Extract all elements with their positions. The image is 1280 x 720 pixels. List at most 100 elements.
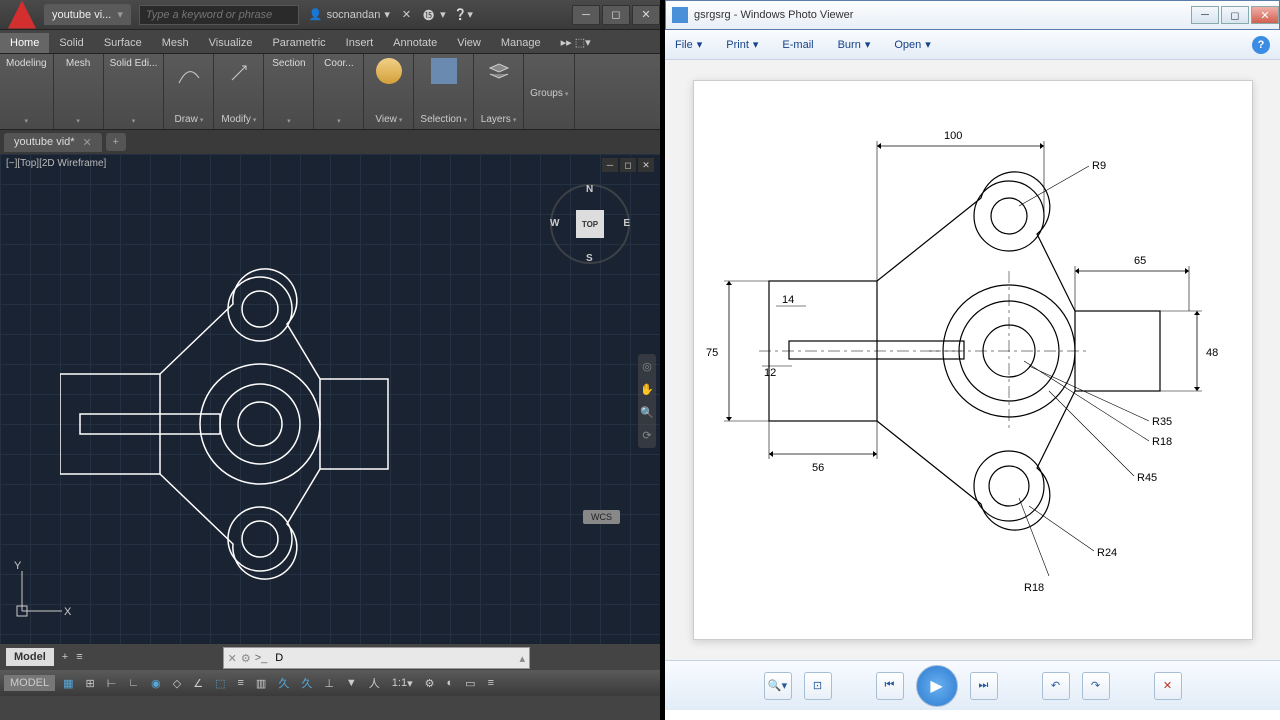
customize-icon[interactable]: ≡ [484,675,498,691]
tab-solid[interactable]: Solid [49,33,93,53]
layout-add-button[interactable]: + [62,651,68,663]
tab-insert[interactable]: Insert [336,33,384,53]
viewcube-n[interactable]: N [586,184,593,195]
chevron-down-icon[interactable]: ▾ [117,8,123,21]
panel-draw[interactable]: Draw [164,54,214,129]
nav-wheel-icon[interactable]: ◎ [642,360,652,373]
zoom-button[interactable]: 🔍▾ [764,672,792,700]
viewport[interactable]: [−][Top][2D Wireframe] ─ ◻ ✕ TOP N S E W… [0,154,660,644]
viewport-label[interactable]: [−][Top][2D Wireframe] [6,158,106,169]
svg-text:12: 12 [764,367,776,379]
panel-section[interactable]: Section [264,54,314,129]
close-icon[interactable]: ✕ [228,652,237,665]
zoom-icon[interactable]: 🔍 [640,406,654,419]
tab-mesh[interactable]: Mesh [152,33,199,53]
status-model[interactable]: MODEL [4,675,55,691]
customize-icon[interactable]: ⚙ [241,652,251,665]
help-icon[interactable]: ❔▾ [454,8,473,21]
add-tab-button[interactable]: + [106,133,126,151]
tab-view[interactable]: View [447,33,491,53]
pan-icon[interactable]: ✋ [640,383,654,396]
panel-solid-edit[interactable]: Solid Edi... [104,54,165,129]
a360-icon[interactable]: ⓯ [423,7,434,23]
tab-home[interactable]: Home [0,33,49,53]
menu-email[interactable]: E-mail [782,39,813,51]
chevron-up-icon[interactable]: ▴ [519,652,525,665]
previous-button[interactable]: ⏮ [876,672,904,700]
isodraft-icon[interactable]: ◉ [147,675,165,692]
filter-icon[interactable]: ▼ [342,675,361,691]
panel-selection[interactable]: Selection [414,54,474,129]
command-input[interactable] [271,652,515,664]
maximize-button[interactable]: ◻ [1221,6,1249,24]
osnap-icon[interactable]: ◇ [169,675,185,692]
file-tab[interactable]: youtube vid* ✕ [4,133,102,152]
menu-file[interactable]: File ▾ [675,38,702,51]
tab-parametric[interactable]: Parametric [262,33,335,53]
close-button[interactable]: ✕ [632,5,660,25]
tab-manage[interactable]: Manage [491,33,551,53]
panel-coordinates[interactable]: Coor... [314,54,364,129]
help-icon[interactable]: ? [1252,36,1270,54]
tab-overflow[interactable]: ▸▸ ⬚▾ [551,32,601,53]
close-button[interactable]: ✕ [1251,6,1279,24]
vp-close-button[interactable]: ✕ [638,158,654,172]
lineweight-icon[interactable]: ≡ [233,675,247,691]
dynamic-ucs-icon[interactable]: ⊥ [320,675,338,692]
viewcube-e[interactable]: E [623,218,630,229]
snap-toggle-icon[interactable]: ⊞ [82,675,99,692]
command-line[interactable]: ✕ ⚙ >_ ▴ [223,647,530,669]
rotate-cw-button[interactable]: ↷ [1082,672,1110,700]
gizmo-icon[interactable]: 人 [365,673,384,693]
search-input[interactable] [139,5,299,25]
rotate-ccw-button[interactable]: ↶ [1042,672,1070,700]
vp-minimize-button[interactable]: ─ [602,158,618,172]
annotation-scale[interactable]: 1:1▾ [388,675,417,692]
next-button[interactable]: ⏭ [970,672,998,700]
panel-mesh[interactable]: Mesh [54,54,104,129]
panel-view[interactable]: View [364,54,414,129]
viewcube-s[interactable]: S [586,253,593,264]
minimize-button[interactable]: ─ [572,5,600,25]
panel-modeling[interactable]: Modeling [0,54,54,129]
grid-toggle-icon[interactable]: ▦ [59,675,77,692]
panel-modify[interactable]: Modify [214,54,264,129]
delete-button[interactable]: ✕ [1154,672,1182,700]
gear-icon[interactable]: ⚙ [421,675,439,692]
chevron-down-icon[interactable]: ▾ [440,8,446,21]
panel-layers[interactable]: Layers [474,54,524,129]
maximize-button[interactable]: ◻ [602,5,630,25]
workspace-icon[interactable]: ◐ [443,675,458,691]
wcs-label[interactable]: WCS [583,510,620,524]
menu-open[interactable]: Open ▾ [894,38,930,51]
tab-visualize[interactable]: Visualize [199,33,263,53]
viewcube-w[interactable]: W [550,218,559,229]
panel-groups[interactable]: Groups [524,54,575,129]
cycling-icon[interactable]: 久 [274,673,293,693]
polar-icon[interactable]: ∟ [124,675,143,691]
otrack-icon[interactable]: ⬚ [211,675,229,692]
minimize-button[interactable]: ─ [1191,6,1219,24]
model-tab[interactable]: Model [6,648,54,666]
vp-maximize-button[interactable]: ◻ [620,158,636,172]
3d-icon[interactable]: 久 [297,673,316,693]
menu-print[interactable]: Print ▾ [726,38,758,51]
tab-surface[interactable]: Surface [94,33,152,53]
tab-annotate[interactable]: Annotate [383,33,447,53]
actual-size-button[interactable]: ⊡ [804,672,832,700]
user-menu[interactable]: 👤 socnandan ▾ [309,8,390,21]
transparency-icon[interactable]: ▥ [252,675,270,692]
orbit-icon[interactable]: ⟳ [642,429,651,442]
close-icon[interactable]: ✕ [83,136,92,149]
menu-burn[interactable]: Burn ▾ [838,38,871,51]
viewcube[interactable]: TOP N S E W [550,184,630,264]
monitor-icon[interactable]: ▭ [461,675,479,692]
quick-access-tab[interactable]: youtube vi... ▾ [44,4,131,25]
exchange-icon[interactable]: ✕ [402,8,411,21]
layout-list-button[interactable]: ≡ [76,651,82,663]
navigation-bar[interactable]: ◎ ✋ 🔍 ⟳ [638,354,656,448]
3dosnap-icon[interactable]: ∠ [189,675,207,692]
slideshow-button[interactable]: ▶ [916,665,958,707]
ortho-icon[interactable]: ⊢ [103,675,121,692]
viewcube-face[interactable]: TOP [576,210,604,238]
